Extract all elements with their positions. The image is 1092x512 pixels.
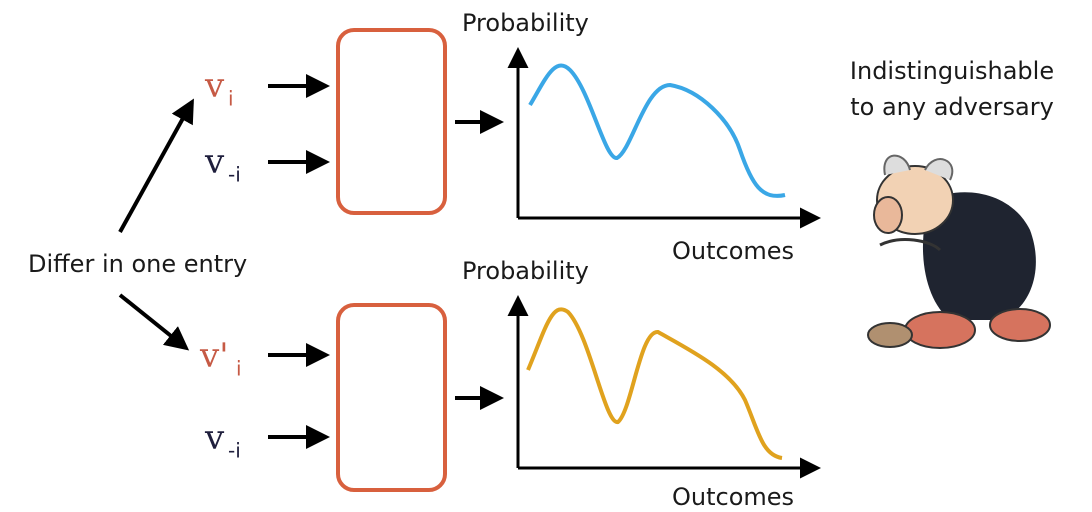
input-subscript: -i: [228, 439, 241, 463]
y-axis-label: Probability: [462, 9, 589, 37]
caption-line: to any adversary: [850, 93, 1054, 121]
distribution-curve: [528, 309, 782, 458]
input-symbol: v: [204, 418, 225, 458]
input-subscript: -i: [228, 163, 241, 187]
distribution-curve: [530, 65, 785, 195]
mechanism-box: [338, 305, 445, 490]
left-label: Differ in one entry: [28, 250, 247, 278]
input-subscript: i: [236, 357, 242, 381]
y-axis-label: Probability: [462, 257, 589, 285]
input-symbol: v': [199, 336, 229, 376]
caption-line: Indistinguishable: [850, 57, 1054, 85]
x-axis-label: Outcomes: [672, 237, 794, 265]
branch-arrow: [120, 102, 192, 232]
branch-arrow: [120, 295, 186, 348]
diagram: Differ in one entry v i v -i Probability…: [0, 0, 1092, 512]
x-axis-label: Outcomes: [672, 483, 794, 511]
input-symbol: v: [204, 142, 225, 182]
input-symbol: v: [204, 66, 225, 106]
mechanism-box: [338, 30, 445, 213]
adversary-illustration: [868, 156, 1050, 348]
input-subscript: i: [228, 87, 234, 111]
